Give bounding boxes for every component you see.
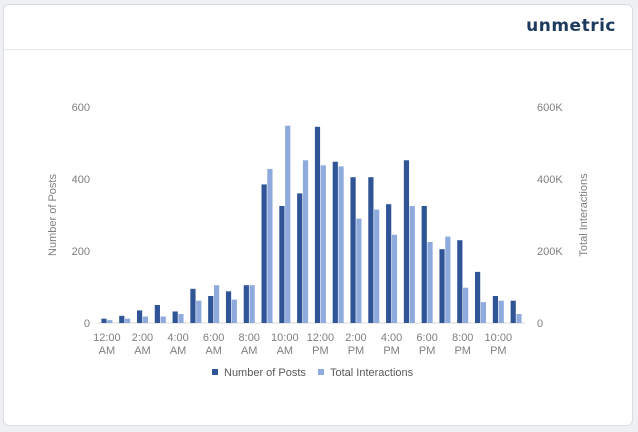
bar-posts: [403, 160, 410, 323]
bar-posts: [421, 206, 427, 323]
bar-interactions: [213, 285, 220, 323]
bar-interactions: [409, 206, 415, 323]
bar-interactions: [196, 300, 202, 323]
bar-posts: [225, 291, 232, 323]
x-tick-label: 10:00: [271, 332, 299, 344]
bar-posts: [439, 249, 445, 323]
x-tick-label: 6:00: [203, 332, 224, 344]
posts-interactions-chart: 02004006000200K400K600K12:00AM2:00AM4:00…: [47, 102, 590, 379]
x-tick-label: AM: [170, 345, 187, 357]
brand-logo: unmetric: [526, 16, 616, 36]
x-tick-label: PM: [312, 345, 329, 357]
bar-interactions: [160, 316, 166, 323]
x-tick-label: 6:00: [416, 332, 437, 344]
bar-interactions: [124, 318, 131, 323]
y2-tick-label: 600K: [537, 102, 563, 114]
bar-interactions: [516, 314, 522, 323]
legend-label-posts: Number of Posts: [224, 367, 306, 379]
bar-interactions: [142, 316, 148, 323]
x-tick-label: AM: [277, 345, 294, 357]
bar-posts: [350, 177, 356, 323]
x-tick-label: PM: [348, 345, 365, 357]
bar-interactions: [374, 209, 380, 323]
y2-axis-title: Total Interactions: [578, 173, 590, 257]
bar-interactions: [391, 234, 398, 323]
x-tick-label: 2:00: [345, 332, 366, 344]
bar-interactions: [178, 314, 184, 323]
bar-posts: [475, 271, 481, 323]
bar-interactions: [445, 236, 451, 323]
x-tick-label: 12:00: [93, 332, 121, 344]
x-tick-label: 10:00: [485, 332, 513, 344]
bar-posts: [172, 311, 178, 323]
x-tick-label: 4:00: [167, 332, 188, 344]
bar-interactions: [302, 160, 309, 323]
bar-posts: [457, 240, 463, 323]
bar-interactions: [231, 299, 237, 323]
bar-posts: [154, 305, 160, 323]
legend-label-interactions: Total Interactions: [330, 367, 414, 379]
bar-posts: [101, 318, 107, 323]
bar-interactions: [498, 300, 504, 323]
y2-tick-label: 200K: [537, 246, 563, 258]
x-tick-label: PM: [419, 345, 436, 357]
x-tick-label: AM: [241, 345, 258, 357]
y-axis-title: Number of Posts: [47, 174, 59, 256]
chart-card: unmetric 0 200 400 600 0 200K 400K 600K 12:00 AM 2…: [3, 4, 633, 426]
y-tick-label: 0: [84, 318, 90, 330]
y-tick-label: 400: [72, 174, 90, 186]
bar-interactions: [338, 166, 344, 323]
bar-posts: [243, 285, 249, 323]
bar-posts: [119, 315, 125, 323]
bar-interactions: [463, 287, 469, 323]
x-tick-label: AM: [99, 345, 116, 357]
bar-posts: [332, 161, 338, 323]
x-tick-label: 8:00: [452, 332, 473, 344]
x-tick-label: PM: [454, 345, 471, 357]
bar-interactions: [107, 320, 113, 323]
bar-interactions: [249, 285, 255, 323]
legend-swatch-interactions: [318, 369, 324, 375]
bar-posts: [208, 296, 214, 323]
bar-posts: [510, 300, 516, 323]
bar-posts: [386, 204, 392, 323]
bar-posts: [190, 288, 196, 323]
bar-posts: [297, 193, 303, 323]
y2-tick-label: 0: [537, 318, 543, 330]
bar-interactions: [285, 125, 291, 323]
y-tick-label: 600: [72, 102, 90, 114]
y-tick-label: 200: [72, 246, 90, 258]
bar-posts: [314, 126, 321, 323]
x-tick-label: AM: [205, 345, 222, 357]
bar-interactions: [356, 218, 362, 323]
legend-swatch-posts: [212, 369, 218, 375]
y2-tick-label: 400K: [537, 174, 563, 186]
x-tick-label: 8:00: [239, 332, 260, 344]
bar-interactions: [427, 242, 433, 323]
bar-posts: [261, 184, 267, 323]
x-tick-label: 4:00: [381, 332, 402, 344]
x-tick-label: 12:00: [307, 332, 335, 344]
card-header: unmetric: [4, 5, 632, 50]
bar-posts: [279, 206, 285, 323]
x-tick-label: PM: [490, 345, 507, 357]
bar-interactions: [267, 168, 273, 323]
bar-posts: [368, 177, 374, 323]
bar-posts: [492, 296, 499, 323]
x-tick-label: 2:00: [132, 332, 153, 344]
x-tick-label: AM: [134, 345, 151, 357]
bar-posts: [136, 310, 143, 323]
bar-interactions: [320, 165, 326, 323]
bar-interactions: [480, 302, 487, 323]
x-tick-label: PM: [383, 345, 400, 357]
